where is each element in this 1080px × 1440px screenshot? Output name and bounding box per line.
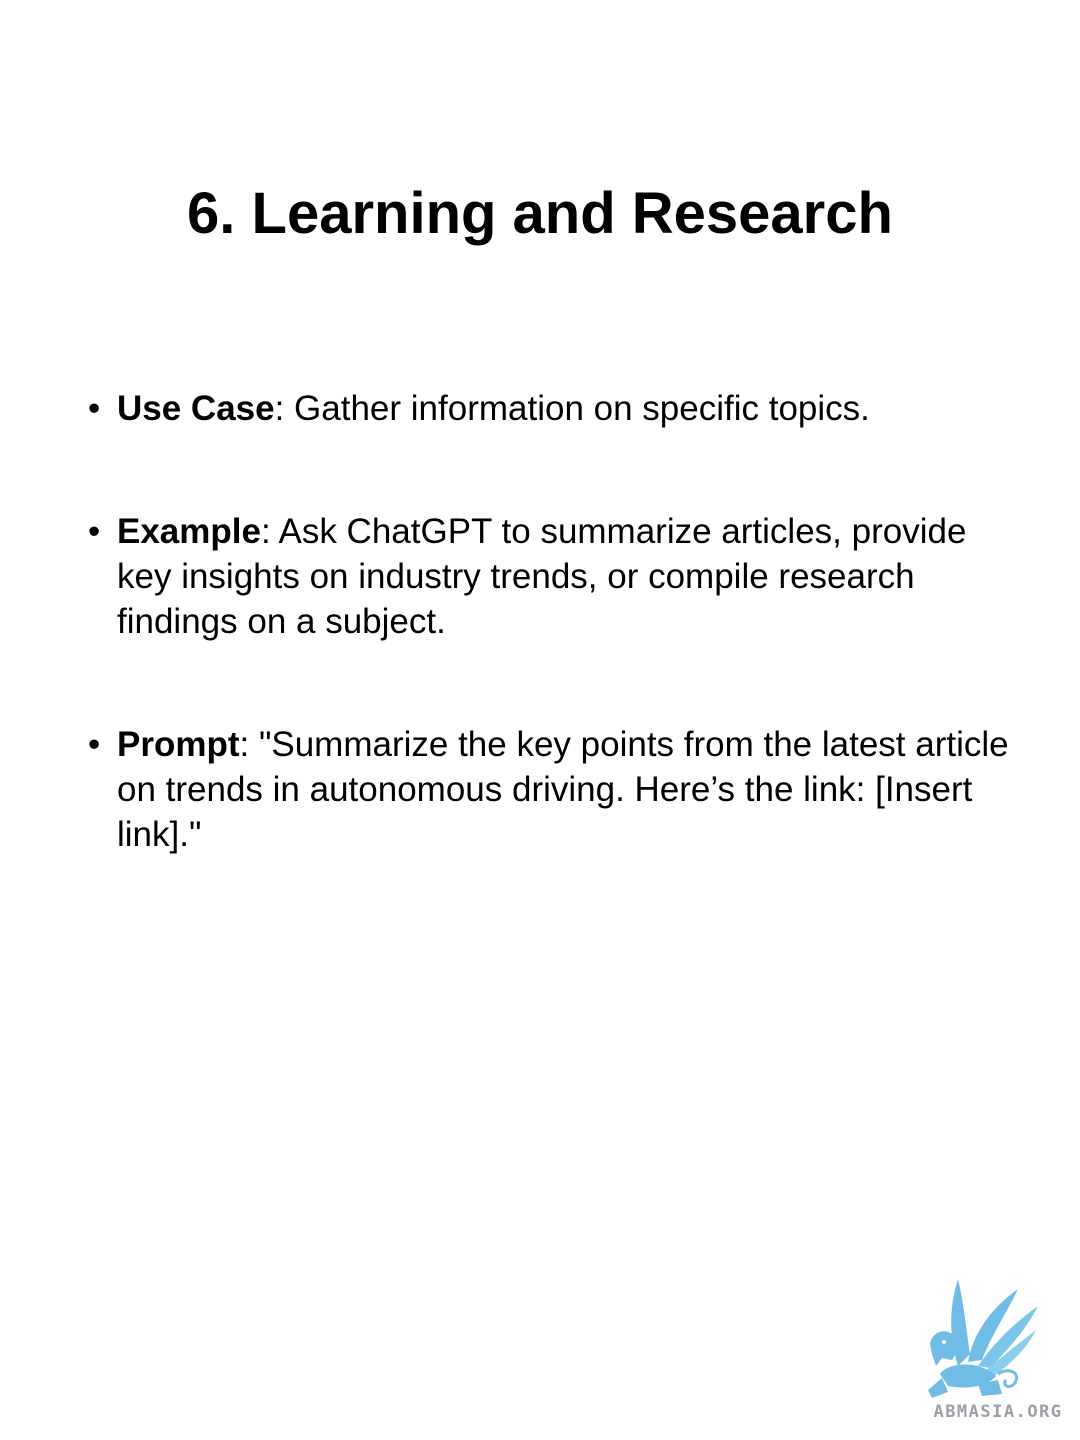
- bullet-example: • Example: Ask ChatGPT to summarize arti…: [88, 509, 1018, 644]
- bullet-text: : Ask ChatGPT to summarize articles, pro…: [117, 512, 967, 641]
- griffin-logo-icon: [928, 1279, 1038, 1398]
- bullet-dot-icon: •: [88, 725, 101, 764]
- bullet-dot-icon: •: [88, 389, 101, 428]
- bullet-use-case: • Use Case: Gather information on specif…: [88, 386, 1018, 431]
- bullet-dot-icon: •: [88, 512, 101, 551]
- bullet-term: Example: [117, 512, 261, 551]
- bullet-list: • Use Case: Gather information on specif…: [88, 386, 1018, 935]
- logo-text: ABMASIA.ORG: [933, 1402, 1063, 1422]
- bullet-term: Prompt: [117, 725, 240, 764]
- bullet-prompt: • Prompt: "Summarize the key points from…: [88, 722, 1018, 857]
- slide-title: 6. Learning and Research: [187, 181, 893, 246]
- bullet-text: : "Summarize the key points from the lat…: [117, 725, 1009, 854]
- bullet-text: : Gather information on specific topics.: [274, 389, 870, 428]
- bullet-term: Use Case: [117, 389, 275, 428]
